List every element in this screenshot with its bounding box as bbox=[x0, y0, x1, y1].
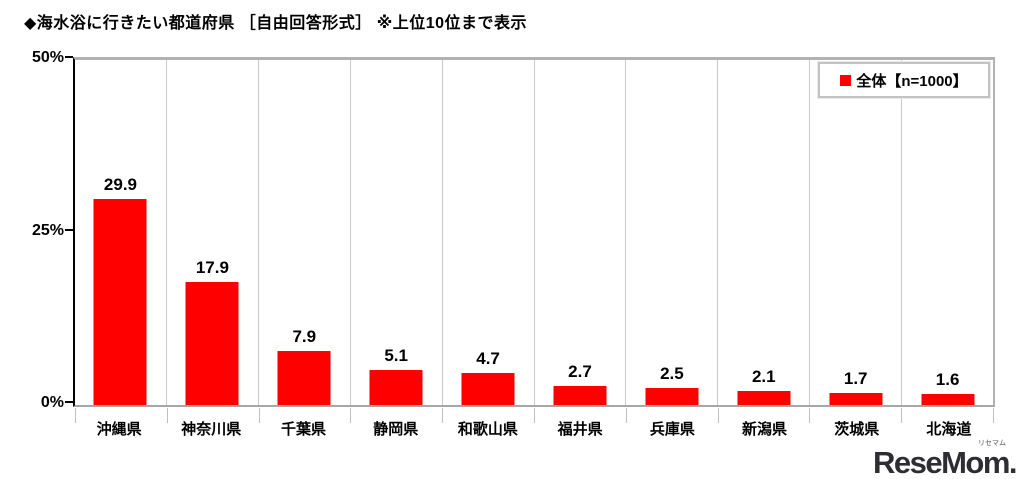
bar-3 bbox=[277, 350, 331, 405]
chart-title: ◆海水浴に行きたい都道府県 ［自由回答形式］ ※上位10位まで表示 bbox=[24, 15, 528, 32]
y-axis-label: 25% bbox=[31, 221, 64, 239]
x-axis-tick bbox=[166, 408, 168, 423]
category-label: 兵庫県 bbox=[649, 421, 695, 438]
bar-value-label: 1.6 bbox=[935, 370, 960, 389]
bar-1 bbox=[93, 198, 147, 405]
bar-value-label: 1.7 bbox=[843, 369, 868, 389]
x-axis-tick bbox=[625, 408, 627, 423]
bar-10 bbox=[921, 394, 975, 405]
category-label: 静岡県 bbox=[373, 421, 419, 438]
category-column: 7.9 bbox=[259, 60, 351, 405]
bar-value-label: 29.9 bbox=[103, 174, 137, 194]
category-column: 17.9 bbox=[167, 60, 259, 405]
bar-value-label: 7.9 bbox=[292, 326, 317, 346]
category-column: 1.7 bbox=[810, 60, 903, 405]
bar-6 bbox=[553, 386, 607, 405]
y-axis-label: 50% bbox=[31, 49, 64, 66]
category-label: 北海道 bbox=[926, 421, 972, 438]
y-axis-tick bbox=[65, 228, 73, 231]
category-label: 神奈川県 bbox=[181, 421, 242, 438]
bar-9 bbox=[829, 393, 883, 405]
x-axis-tick bbox=[993, 408, 994, 423]
resemom-watermark: リセマム ReseMom. bbox=[872, 439, 1018, 479]
bar-8 bbox=[737, 390, 791, 405]
x-axis-tick bbox=[258, 408, 260, 423]
x-axis-tick bbox=[442, 408, 444, 423]
category-label: 千葉県 bbox=[281, 421, 327, 438]
category-column: 4.7 bbox=[443, 60, 535, 405]
x-axis-labels: 沖縄県 神奈川県 千葉県 静岡県 和歌山県 福井県 兵庫県 新潟県 茨城県 北海道 bbox=[73, 416, 995, 444]
x-axis-tick bbox=[717, 408, 719, 423]
bar-4 bbox=[369, 369, 423, 405]
legend-label: 全体【n=1000】 bbox=[856, 72, 968, 90]
category-column: 29.9 bbox=[75, 60, 167, 405]
y-axis-tick bbox=[65, 401, 73, 403]
bar-value-label: 17.9 bbox=[195, 257, 229, 277]
y-axis-label: 0% bbox=[40, 394, 64, 411]
category-label: 茨城県 bbox=[834, 421, 880, 438]
category-column: 2.5 bbox=[626, 60, 719, 405]
category-column: 5.1 bbox=[351, 60, 443, 405]
category-column: 2.1 bbox=[718, 60, 811, 405]
watermark-text: ReseMom. bbox=[872, 445, 1018, 479]
x-axis-tick bbox=[809, 408, 811, 423]
bar-2 bbox=[185, 281, 239, 405]
category-label: 沖縄県 bbox=[96, 421, 142, 438]
plot-area: 29.9 17.9 7.9 5.1 4.7 2.7 2.5 2.1 1.7 1.6 bbox=[73, 57, 995, 407]
y-axis-tick bbox=[65, 56, 73, 58]
bar-value-label: 2.1 bbox=[751, 366, 776, 386]
x-axis-tick bbox=[534, 408, 535, 423]
x-axis-tick bbox=[350, 408, 352, 423]
category-label: 新潟県 bbox=[742, 421, 788, 438]
x-axis-tick bbox=[75, 408, 76, 423]
bar-7 bbox=[645, 387, 699, 405]
category-label: 福井県 bbox=[557, 421, 603, 438]
category-column: 1.6 bbox=[902, 60, 993, 405]
legend: 全体【n=1000】 bbox=[818, 62, 990, 98]
category-column: 2.7 bbox=[535, 60, 627, 405]
bar-value-label: 2.5 bbox=[660, 363, 684, 383]
bar-value-label: 4.7 bbox=[476, 348, 500, 368]
bar-value-label: 5.1 bbox=[384, 345, 408, 365]
watermark-ruby: リセマム bbox=[978, 440, 1006, 447]
bar-value-label: 2.7 bbox=[568, 362, 592, 382]
bar-5 bbox=[461, 372, 515, 405]
legend-marker-icon bbox=[840, 74, 852, 86]
x-axis-tick bbox=[901, 408, 903, 423]
category-label: 和歌山県 bbox=[457, 421, 518, 438]
